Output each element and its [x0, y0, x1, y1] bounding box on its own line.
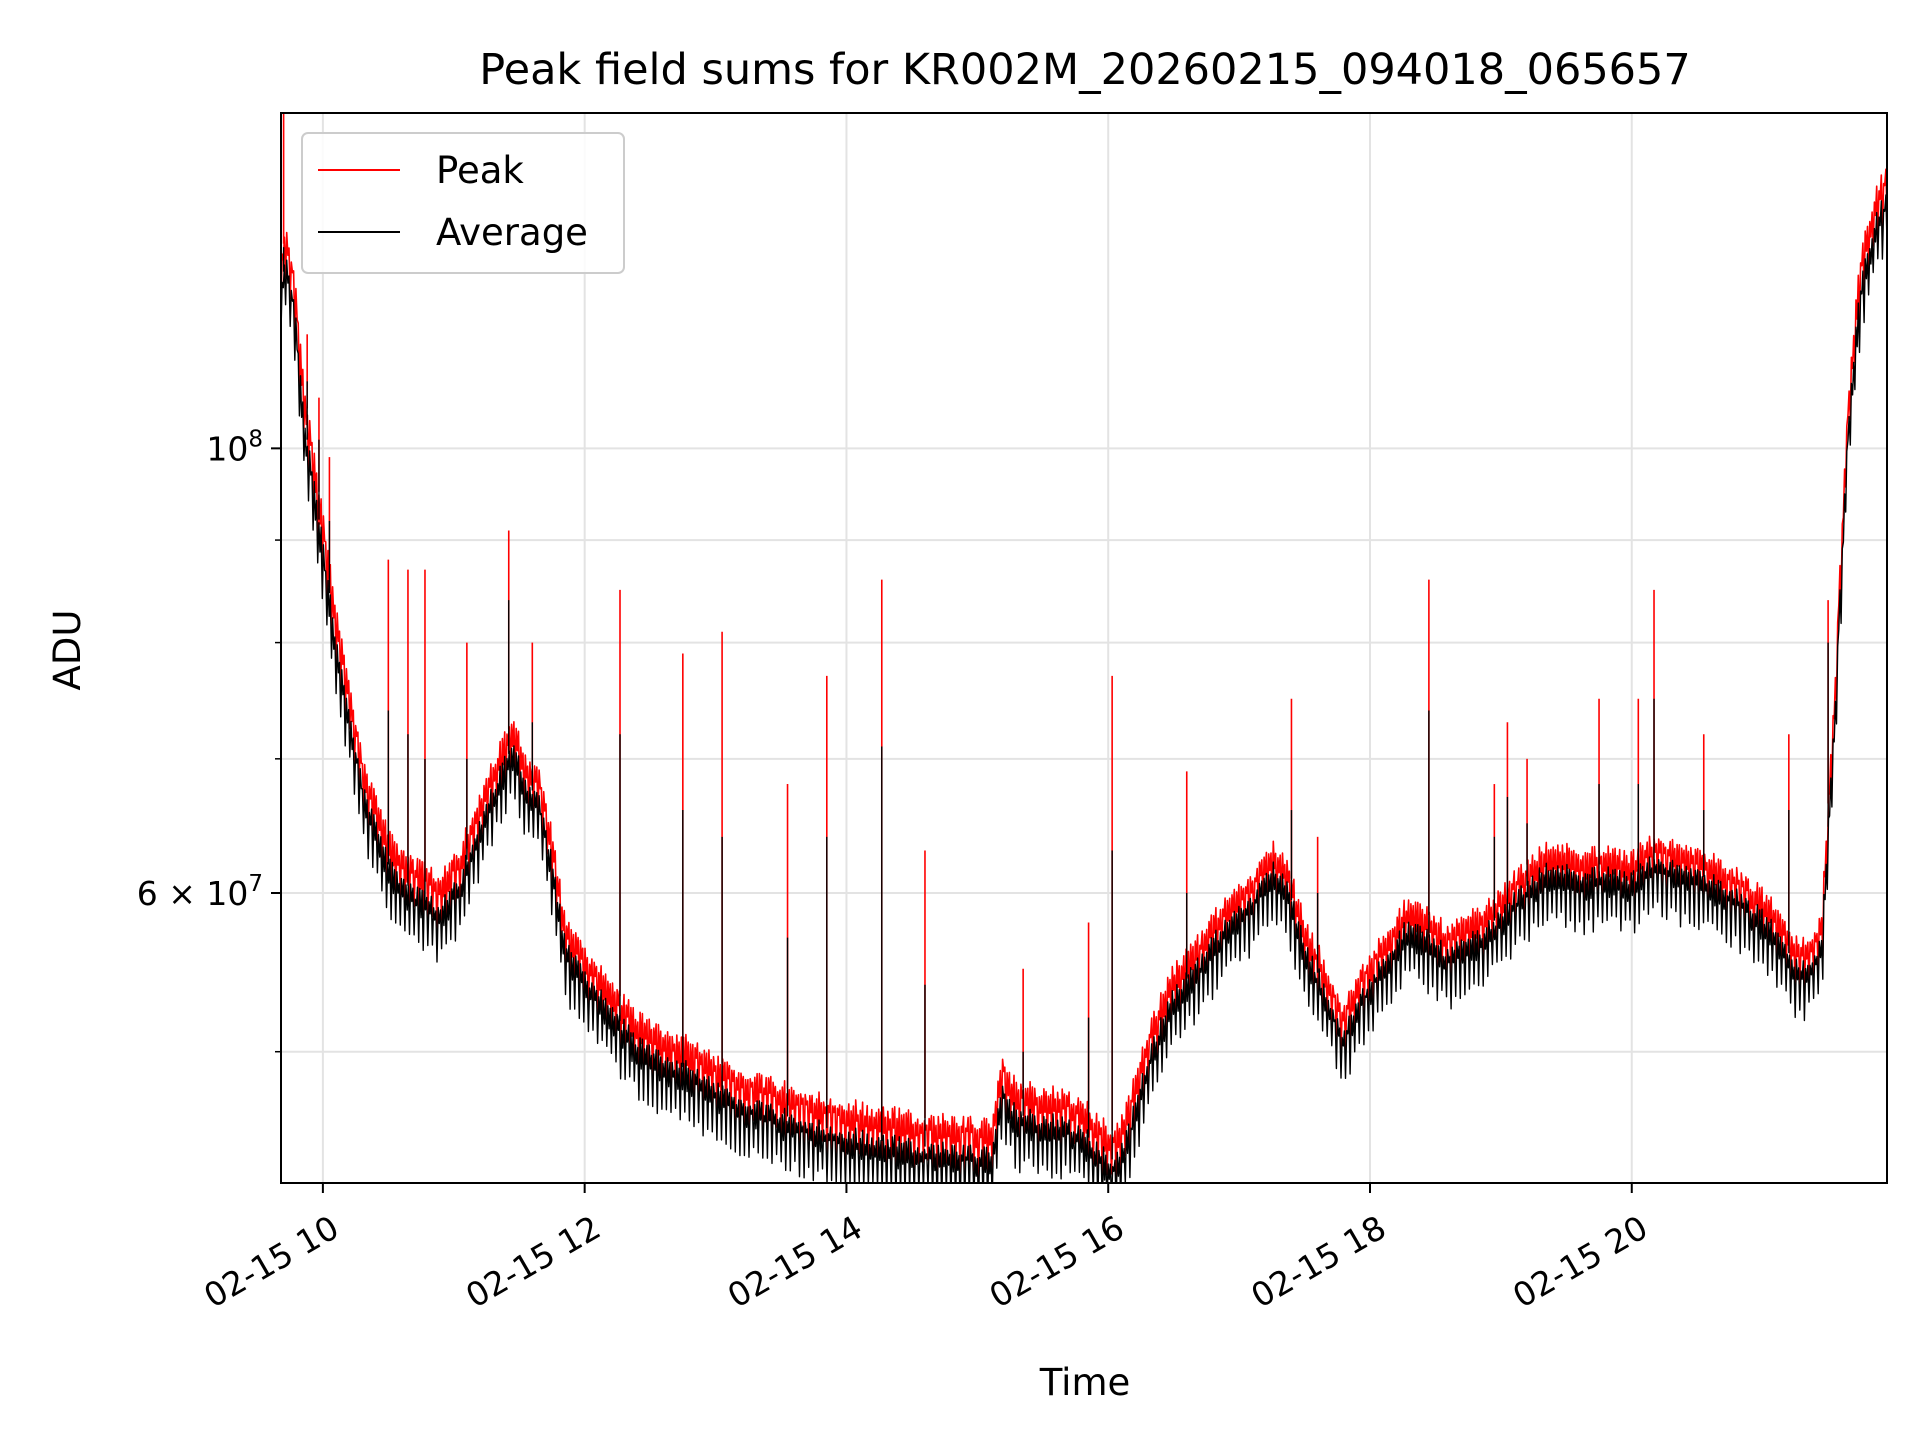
legend-average-label: Average [436, 211, 588, 254]
legend-peak-label: Peak [436, 149, 524, 192]
legend: Peak Average [301, 132, 625, 274]
average-series-line [281, 194, 1887, 1183]
y-tick-label-exponent: 7 [248, 871, 263, 897]
y-axis-label: ADU [46, 610, 89, 691]
grid [281, 113, 1887, 1183]
y-tick-label-exponent: 8 [248, 426, 263, 452]
x-axis-label: Time [1039, 1361, 1131, 1404]
axes [280, 112, 1888, 1184]
plot-frame [280, 112, 1888, 1184]
series-layer [281, 113, 1887, 1183]
y-tick-label: 6 × 107 [137, 871, 263, 913]
y-tick-label-base: 6 × 10 [137, 874, 249, 913]
chart-title: Peak field sums for KR002M_20260215_0940… [479, 45, 1691, 95]
y-tick-label: 108 [206, 426, 263, 468]
y-tick-label-base: 10 [206, 429, 248, 468]
legend-frame [301, 132, 625, 274]
